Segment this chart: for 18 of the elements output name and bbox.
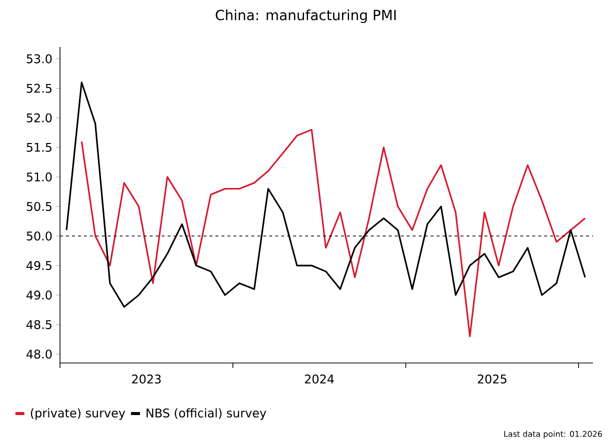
y-tick-label: 48.0 bbox=[26, 350, 52, 359]
y-tick-label: 51.0 bbox=[26, 172, 52, 182]
y-tick-label: 50.5 bbox=[26, 202, 52, 211]
line-series bbox=[80, 128, 586, 338]
legend-label: NBS (official) survey bbox=[146, 408, 266, 420]
y-tick-label: 52.5 bbox=[26, 84, 52, 93]
y-tick-label: 53.0 bbox=[26, 54, 52, 64]
y-tick-label: 49.5 bbox=[26, 261, 52, 270]
y-tick-label: 52.0 bbox=[26, 113, 52, 122]
y-tick-label: 51.5 bbox=[26, 142, 52, 152]
x-tick-label: 2023 bbox=[132, 374, 161, 384]
y-tick-label: 48.5 bbox=[26, 320, 52, 330]
x-tick-label: 2025 bbox=[478, 374, 506, 384]
legend-label: (private) survey bbox=[30, 408, 126, 420]
chart-title: China: manufacturing PMI bbox=[216, 10, 396, 24]
x-tick-label: 2024 bbox=[304, 374, 334, 384]
y-tick-label: 49.0 bbox=[26, 290, 52, 300]
y-tick-label: 50.0 bbox=[26, 231, 52, 241]
